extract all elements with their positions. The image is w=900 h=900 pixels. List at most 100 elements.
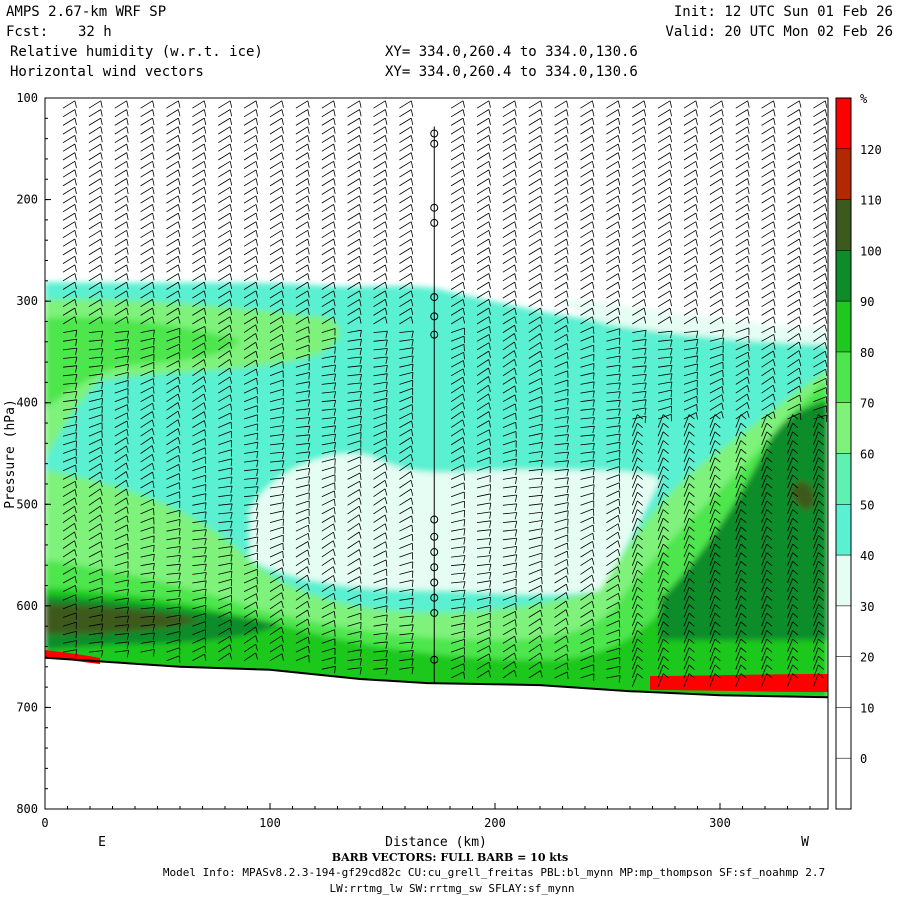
wind-barb-1327	[606, 229, 621, 239]
calm-marker-14	[430, 655, 439, 664]
wind-barb-113	[88, 523, 103, 532]
rh-band-100-right	[790, 481, 815, 510]
wind-barb-755	[347, 472, 362, 480]
wind-barb-1067	[502, 299, 517, 308]
wind-barb-1424	[631, 483, 643, 497]
wind-barb-160	[114, 380, 129, 388]
wind-barb-1000	[476, 299, 491, 308]
wind-barb-154	[114, 330, 130, 338]
wind-barb-115	[88, 541, 103, 549]
wind-barb-1250	[580, 143, 595, 152]
wind-barb-1916	[813, 621, 825, 635]
wind-barb-1738	[761, 264, 776, 273]
wind-barb-66	[88, 117, 103, 126]
wind-barb-67	[88, 126, 103, 135]
wind-barb-56	[62, 585, 77, 593]
wind-barb-1127	[528, 238, 543, 247]
wind-barb-343	[192, 290, 207, 299]
wind-barb-267	[166, 195, 181, 204]
wind-barb-1579	[683, 647, 695, 661]
wind-barb-607	[295, 326, 310, 334]
wind-barb-108	[88, 479, 103, 489]
wind-barb-304	[166, 519, 181, 527]
wind-barb-994	[476, 247, 491, 256]
wind-barb-1489	[657, 457, 669, 471]
colorbar-label-30: 30	[860, 600, 874, 614]
wind-barb-1613	[709, 361, 724, 370]
wind-barb-162	[114, 396, 129, 404]
wind-barb-770	[347, 603, 362, 611]
wind-barb-446	[218, 619, 233, 627]
wind-barb-93	[88, 356, 104, 364]
wind-barb-374	[192, 563, 207, 572]
wind-barb-429	[218, 476, 233, 484]
wind-barb-1673	[735, 290, 750, 299]
wind-barb-246	[140, 571, 155, 580]
wind-barb-1007	[476, 359, 491, 368]
wind-barb-424	[218, 430, 232, 439]
wind-barb-970	[451, 622, 466, 631]
wind-barb-1192	[554, 221, 569, 230]
wind-barb-426	[218, 449, 233, 457]
wind-barb-601	[295, 273, 310, 282]
wind-barb-725	[347, 212, 362, 221]
wind-barb-762	[347, 531, 362, 541]
wind-barb-1275	[580, 363, 595, 371]
wind-barb-421	[218, 403, 233, 411]
wind-barb-1744	[761, 316, 776, 325]
wind-barb-919	[450, 178, 465, 187]
wind-barb-195	[140, 126, 155, 135]
wind-barb-825	[373, 505, 388, 515]
wind-barb-1188	[554, 186, 569, 195]
wind-barb-1396	[632, 247, 647, 256]
wind-barb-210	[140, 255, 155, 264]
wind-barb-700	[321, 566, 336, 575]
wind-barb-984	[476, 160, 491, 169]
wind-barb-764	[347, 549, 362, 558]
wind-barb-1542	[683, 338, 699, 347]
wind-barb-692	[321, 498, 336, 507]
wind-barb-1323	[606, 195, 621, 204]
wind-barb-1038	[476, 629, 491, 637]
wind-barb-1279	[580, 399, 595, 407]
wind-barb-206	[140, 221, 155, 230]
wind-barb-1008	[476, 367, 491, 377]
wind-barb-1445	[631, 664, 643, 679]
wind-barb-153	[114, 316, 129, 325]
wind-barb-1267	[580, 290, 595, 299]
wind-barb-20	[62, 273, 77, 282]
wind-barb-213	[140, 281, 155, 290]
wind-barb-21	[62, 281, 77, 290]
wind-barb-646	[321, 100, 336, 109]
wind-barb-1165	[528, 568, 543, 577]
wind-barb-1828	[787, 448, 799, 463]
wind-barb-1624	[709, 448, 721, 463]
wind-barb-228	[140, 411, 155, 420]
wind-barb-1801	[787, 221, 802, 230]
wind-barb-1669	[735, 255, 750, 264]
wind-barb-236	[140, 480, 155, 489]
wind-barb-1599	[709, 238, 724, 247]
wind-barb-1458	[657, 195, 672, 204]
wind-barb-1347	[606, 408, 621, 416]
wind-barb-1822	[787, 403, 802, 412]
wind-barb-548	[269, 379, 284, 387]
wind-barb-1610	[709, 337, 724, 345]
wind-barb-1451	[657, 135, 672, 144]
wind-barb-776	[347, 658, 362, 666]
wind-barb-510	[243, 609, 258, 618]
wind-barb-901	[399, 597, 414, 606]
wind-barb-853	[399, 178, 414, 187]
wind-barb-61	[62, 630, 77, 639]
wind-barb-428	[218, 467, 233, 475]
wind-barb-1213	[554, 407, 569, 415]
wind-barb-1059	[502, 229, 517, 239]
wind-barb-1763	[761, 474, 773, 489]
wind-barb-1692	[735, 448, 747, 463]
wind-barb-401	[218, 229, 233, 239]
wind-barb-1843	[787, 578, 799, 592]
wind-barb-953	[450, 473, 465, 481]
wind-barb-1700	[735, 517, 747, 532]
wind-barb-849	[399, 143, 414, 152]
wind-barb-741	[347, 356, 362, 364]
